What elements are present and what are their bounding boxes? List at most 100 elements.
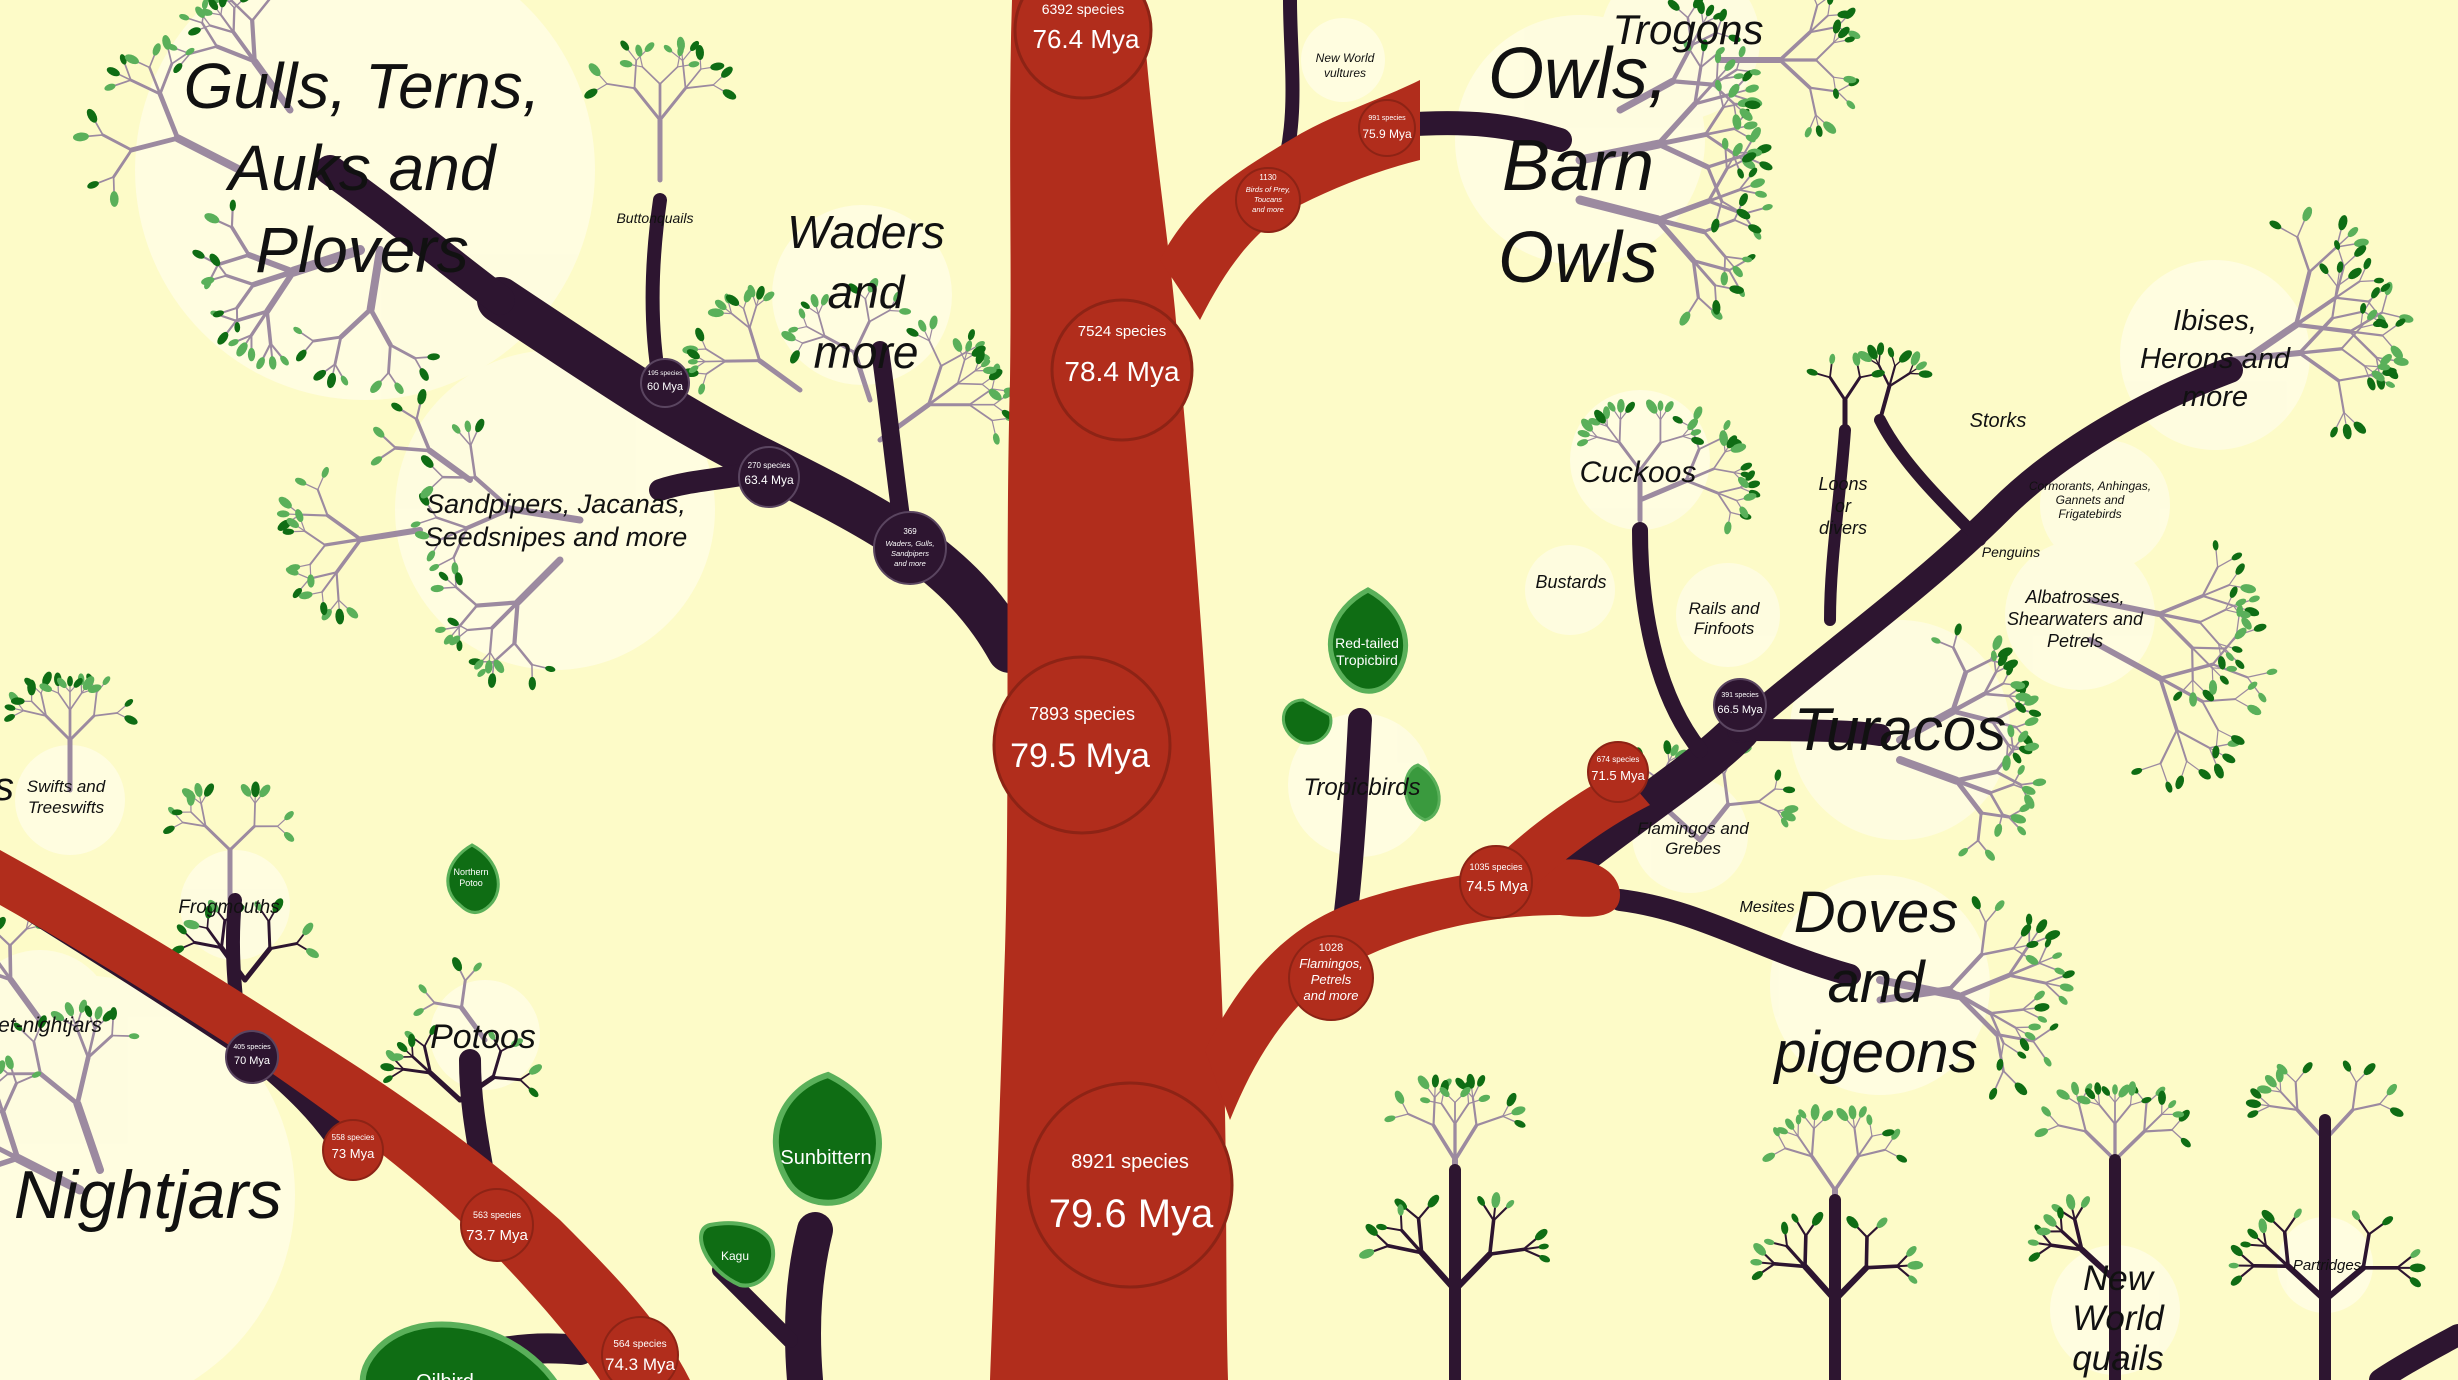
small-leaf bbox=[186, 790, 195, 806]
small-leaf bbox=[2390, 1107, 2404, 1117]
twig bbox=[1951, 646, 1968, 674]
twig bbox=[2201, 566, 2219, 597]
leaf-northern-potoo[interactable]: Northern Potoo bbox=[446, 843, 500, 914]
small-leaf bbox=[1719, 430, 1729, 446]
node-79-5[interactable]: 7893 species 79.5 Mya bbox=[992, 655, 1172, 835]
node-76-4[interactable]: 6392 species 76.4 Mya bbox=[1013, 0, 1153, 100]
twig bbox=[1596, 436, 1621, 444]
label-swifts-line1: Swifts and bbox=[27, 777, 106, 796]
twig bbox=[466, 626, 494, 632]
node-66-5[interactable]: 391 species 66.5 Mya bbox=[1713, 678, 1767, 732]
leaf-kagu[interactable]: Kagu bbox=[699, 1221, 776, 1288]
twig bbox=[2279, 1090, 2299, 1111]
twig bbox=[2143, 1102, 2148, 1133]
node-63-4[interactable]: 270 species 63.4 Mya bbox=[738, 446, 800, 508]
node-71-5[interactable]: 674 species 71.5 Mya bbox=[1587, 741, 1649, 803]
branch-cuckoos bbox=[1632, 522, 1708, 758]
leaf-red-tailed-tropicbird[interactable]: Red-tailed Tropicbird bbox=[1328, 587, 1409, 694]
small-leaf bbox=[2228, 1262, 2239, 1269]
node-369[interactable]: 369 Waders, Gulls, Sandpipers and more bbox=[873, 511, 947, 585]
small-leaf bbox=[1439, 1087, 1450, 1098]
small-leaf bbox=[1477, 1075, 1486, 1087]
small-leaf bbox=[1748, 167, 1758, 178]
label-sandpipers-line2: Seedsnipes and more bbox=[425, 522, 688, 552]
small-leaf bbox=[2002, 755, 2011, 771]
small-leaf bbox=[992, 433, 1000, 445]
twig bbox=[8, 928, 28, 947]
small-leaf bbox=[686, 349, 700, 360]
small-leaf bbox=[268, 356, 277, 370]
small-leaf bbox=[528, 1087, 539, 1098]
node-70[interactable]: 405 species 70 Mya bbox=[225, 1030, 279, 1084]
small-leaf bbox=[39, 683, 52, 692]
node-79-6[interactable]: 8921 species 79.6 Mya bbox=[1026, 1081, 1234, 1289]
twig bbox=[0, 1072, 9, 1082]
twig bbox=[1690, 31, 1718, 47]
leaf-sunbittern-label: Sunbittern bbox=[780, 1147, 871, 1169]
twig bbox=[1704, 127, 1736, 136]
small-leaf bbox=[2231, 735, 2245, 745]
small-leaf bbox=[2006, 665, 2014, 676]
label-frogmouths: Frogmouths bbox=[178, 897, 280, 918]
twig bbox=[2198, 621, 2220, 645]
node-1028[interactable]: 1028 Flamingos, Petrels and more bbox=[1288, 935, 1374, 1021]
small-leaf bbox=[475, 418, 485, 433]
node-73-7[interactable]: 563 species 73.7 Mya bbox=[460, 1188, 534, 1262]
small-leaf bbox=[714, 299, 727, 311]
node-1028-count: 1028 bbox=[1319, 942, 1343, 954]
small-leaf bbox=[2229, 586, 2238, 598]
node-1130-line3: and more bbox=[1252, 205, 1284, 214]
small-leaf bbox=[1577, 430, 1590, 438]
twig bbox=[968, 388, 994, 406]
node-74-3[interactable]: 564 species 74.3 Mya bbox=[601, 1316, 679, 1380]
small-leaf bbox=[286, 517, 299, 529]
small-leaf bbox=[1506, 1092, 1517, 1107]
twig bbox=[265, 309, 273, 346]
small-leaf bbox=[2410, 1249, 2421, 1258]
small-leaf bbox=[1712, 300, 1721, 315]
twig bbox=[1684, 479, 1720, 495]
node-71-5-species: 674 species bbox=[1597, 755, 1640, 764]
label-vultures-line1: New World bbox=[1316, 51, 1375, 65]
node-73-7-species: 563 species bbox=[473, 1210, 522, 1220]
twig bbox=[200, 21, 219, 48]
small-leaf bbox=[1724, 521, 1732, 535]
twig bbox=[1953, 769, 1999, 783]
small-leaf bbox=[2180, 1137, 2191, 1148]
small-leaf bbox=[1739, 108, 1753, 121]
twig bbox=[2293, 269, 2312, 327]
label-potoos: Potoos bbox=[430, 1018, 536, 1056]
small-leaf bbox=[1455, 1077, 1466, 1090]
small-leaf bbox=[688, 61, 700, 68]
node-74-5[interactable]: 1035 species 74.5 Mya bbox=[1459, 845, 1533, 919]
label-nightjars: Nightjars bbox=[14, 1157, 282, 1233]
small-leaf bbox=[200, 8, 213, 16]
node-78-4[interactable]: 7524 species 78.4 Mya bbox=[1050, 298, 1194, 442]
node-1130[interactable]: 1130 Birds of Prey, Toucans and more bbox=[1235, 167, 1301, 233]
node-75-9[interactable]: 991 species 75.9 Mya bbox=[1358, 99, 1416, 157]
small-leaf bbox=[2165, 781, 2173, 793]
small-leaf bbox=[2248, 595, 2260, 603]
node-73[interactable]: 558 species 73 Mya bbox=[322, 1119, 384, 1181]
twig bbox=[1983, 682, 2005, 696]
twig bbox=[74, 1055, 91, 1107]
small-leaf bbox=[477, 668, 486, 677]
twig bbox=[129, 135, 181, 153]
leaf-sunbittern[interactable]: Sunbittern bbox=[772, 1071, 882, 1206]
small-leaf bbox=[1876, 1217, 1888, 1229]
node-73-7-age: 73.7 Mya bbox=[466, 1227, 528, 1244]
twig bbox=[1828, 375, 1847, 402]
twig bbox=[1698, 438, 1721, 451]
twig bbox=[157, 91, 181, 141]
small-leaf bbox=[2261, 1209, 2275, 1223]
small-leaf bbox=[72, 132, 89, 142]
node-74-5-species: 1035 species bbox=[1469, 862, 1523, 872]
leaf-oilbird[interactable]: Oilbird bbox=[359, 1321, 560, 1380]
twig bbox=[433, 1001, 463, 1010]
twig bbox=[1670, 43, 1694, 84]
small-leaf bbox=[1742, 152, 1757, 163]
branch-turacos bbox=[1729, 719, 1891, 746]
node-1130-line1: Birds of Prey, bbox=[1246, 185, 1290, 194]
node-60[interactable]: 195 species 60 Mya bbox=[640, 358, 690, 408]
twig bbox=[2340, 326, 2362, 350]
